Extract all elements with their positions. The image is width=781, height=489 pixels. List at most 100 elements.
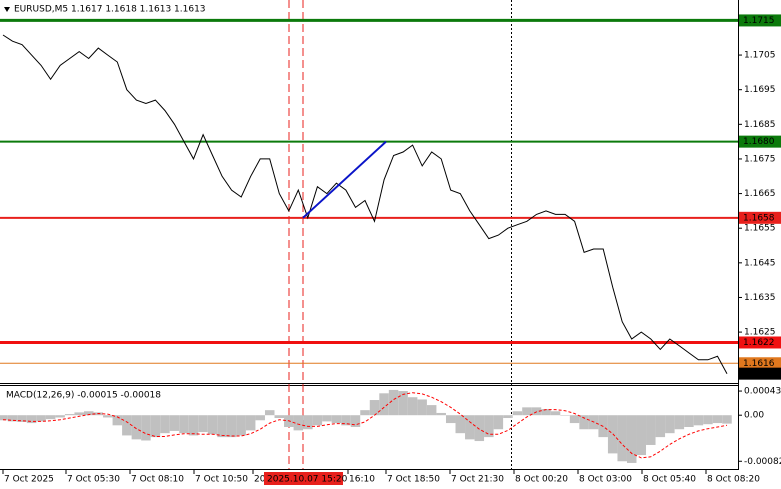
macd-bar (417, 399, 427, 416)
macd-bar (350, 415, 361, 427)
macd-bar (722, 415, 732, 424)
macd-bar (379, 393, 389, 416)
y-tick-label: 1.1695 (744, 85, 776, 95)
macd-bar (684, 415, 694, 427)
trend-line (302, 140, 387, 219)
y-tick-label: 1.1625 (744, 328, 776, 338)
macd-bar (436, 412, 446, 416)
level-label-box (739, 135, 781, 148)
macd-bar (341, 415, 351, 426)
macd-bar (541, 409, 551, 416)
macd-bar (398, 391, 408, 416)
macd-bar (255, 415, 265, 421)
macd-bar (45, 415, 56, 420)
macd-bar (493, 415, 504, 430)
level-label: 1.1715 (743, 16, 775, 26)
x-tick-label: 7 Oct 05:30 (67, 475, 120, 485)
macd-bar (198, 415, 208, 433)
symbol-icon (4, 7, 10, 12)
x-tick-label: 7 Oct 2025 (4, 475, 54, 485)
y-tick-label: 1.1665 (744, 189, 776, 199)
macd-tick-label: -0.00082 (744, 457, 781, 467)
macd-bar (322, 415, 332, 422)
macd-bar (655, 415, 666, 438)
macd-bar (7, 415, 18, 422)
y-tick-label: 1.1675 (744, 154, 776, 164)
macd-bar (674, 415, 685, 430)
macd-bar (531, 407, 542, 416)
macd-bar (426, 405, 437, 416)
macd-bar (626, 415, 637, 463)
x-tick-label: 7 Oct 08:10 (131, 475, 184, 485)
y-tick-label: 1.1705 (744, 51, 776, 61)
x-tick-label: 7 Oct 21:30 (451, 475, 504, 485)
macd-bar (712, 415, 723, 424)
price-line (2, 34, 728, 374)
macd-bar (17, 415, 27, 422)
macd-tick-label: 0.00 (744, 411, 764, 421)
macd-bar (236, 415, 246, 436)
macd-bar (579, 415, 589, 430)
macd-bar (703, 415, 713, 425)
macd-bar (169, 415, 180, 431)
macd-bar (293, 415, 304, 431)
macd-bar (36, 415, 46, 422)
y-tick-label: 1.1645 (744, 258, 776, 268)
crosshair-time-box (264, 472, 343, 485)
macd-bar (64, 414, 75, 416)
macd-bar (407, 397, 418, 416)
macd-bar (369, 400, 380, 416)
macd-bar (455, 415, 466, 434)
macd-bar (312, 415, 323, 426)
macd-bar (560, 415, 570, 416)
macd-bar (160, 415, 170, 434)
level-label: 1.1680 (743, 137, 775, 147)
macd-bar (474, 415, 485, 442)
macd-bar (74, 412, 84, 416)
macd-bar (465, 415, 475, 440)
macd-bar (226, 415, 237, 438)
macd-bar (122, 415, 132, 436)
macd-bar (331, 415, 342, 424)
signal-line (2, 392, 728, 459)
macd-bar (646, 415, 656, 445)
x-tick-label: 7 Oct 10:50 (195, 475, 248, 485)
macd-bar (55, 415, 65, 418)
level-label: 1.1658 (743, 213, 775, 223)
macd-bar (179, 415, 189, 434)
macd-bar (388, 389, 399, 416)
macd-bar (26, 415, 37, 424)
macd-bar (131, 415, 142, 440)
macd-bar (617, 415, 627, 462)
macd-bar (693, 415, 704, 426)
chart-title: EURUSD,M5 1.1617 1.1618 1.1613 1.1613 (14, 5, 206, 15)
macd-bar (274, 415, 285, 419)
macd-bar (245, 415, 256, 431)
macd-bar (150, 415, 161, 438)
x-tick-label: 7 Oct 18:50 (387, 475, 440, 485)
x-tick-label: 8 Oct 03:00 (579, 475, 632, 485)
macd-bar (569, 415, 580, 424)
macd-bar (264, 410, 275, 416)
level-label-box (739, 211, 781, 224)
macd-bar (665, 415, 675, 434)
macd-bar (636, 415, 647, 456)
macd-bar (217, 415, 227, 438)
level-label: 1.1616 (743, 359, 775, 369)
level-label: 1.1613 (743, 369, 775, 379)
crosshair-time: 2025.10.07 15:20 (267, 475, 348, 485)
x-tick-label: 8 Oct 08:20 (707, 475, 760, 485)
level-label-box (739, 367, 781, 380)
level-label: 1.1622 (743, 338, 775, 348)
macd-bar (0, 415, 8, 421)
macd-bar (512, 411, 523, 416)
macd-bar (522, 407, 532, 416)
macd-bar (445, 415, 456, 424)
macd-bar (141, 415, 151, 441)
macd-bar (303, 415, 313, 430)
macd-bar (360, 410, 370, 416)
y-tick-label: 1.1655 (744, 224, 776, 234)
x-tick-label: 20 (254, 475, 266, 485)
y-tick-label: 1.1685 (744, 120, 776, 130)
macd-bar (188, 415, 199, 436)
